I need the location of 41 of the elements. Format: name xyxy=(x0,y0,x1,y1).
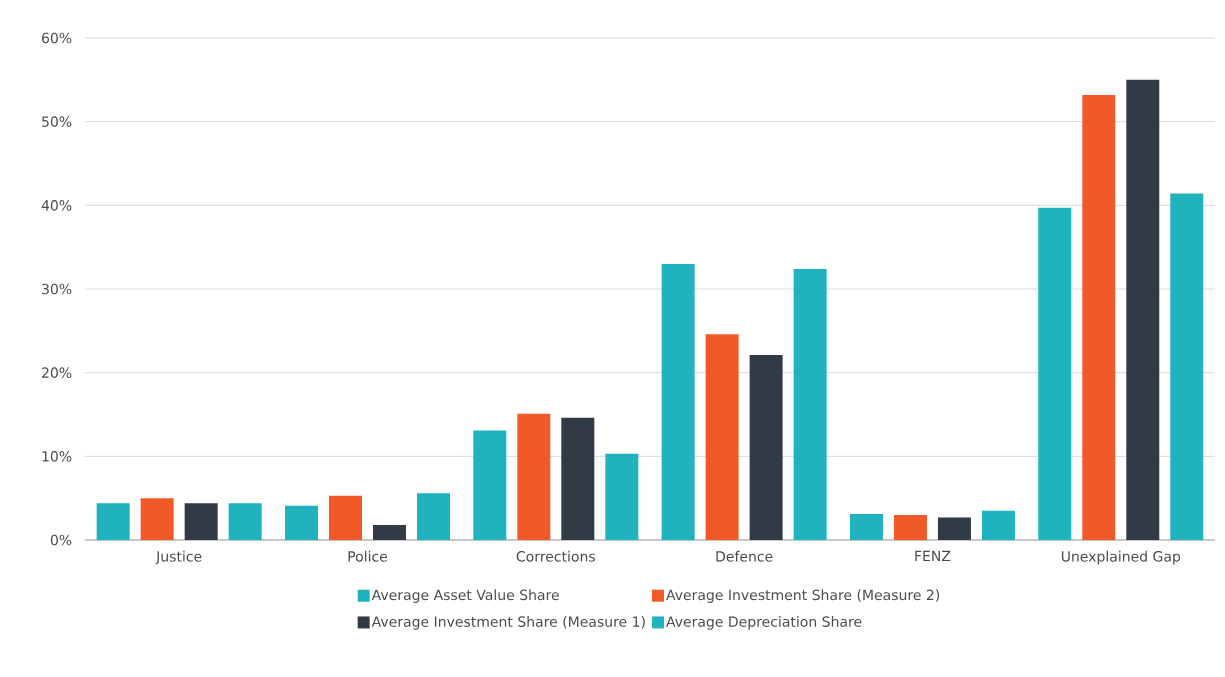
x-tick-label: Unexplained Gap xyxy=(1061,550,1181,565)
bar xyxy=(184,503,218,540)
bar xyxy=(705,334,739,540)
bar xyxy=(372,524,406,540)
bar xyxy=(416,493,450,540)
bar xyxy=(749,355,783,540)
bar xyxy=(284,505,318,540)
bar xyxy=(1082,94,1116,540)
bar xyxy=(140,498,174,540)
x-tick-label: Defence xyxy=(716,550,773,562)
y-tick-label: 30% xyxy=(42,283,72,295)
bar xyxy=(561,417,595,540)
legend-label: Average Investment Share (Measure 2) xyxy=(666,589,940,603)
y-tick-label: 40% xyxy=(41,200,72,211)
x-tick-label: FENZ xyxy=(915,550,951,562)
bar xyxy=(1170,193,1204,540)
bar xyxy=(981,510,1015,540)
bar xyxy=(96,503,130,540)
bar xyxy=(605,453,639,540)
bar xyxy=(1126,79,1160,540)
bar xyxy=(1038,207,1072,540)
legend-label: Average Depreciation Share xyxy=(666,616,862,630)
legend-label: Average Investment Share (Measure 1) xyxy=(371,616,645,630)
x-tick-label: Corrections xyxy=(516,550,595,562)
x-tick-label: Police xyxy=(348,550,388,562)
legend-label: Average Asset Value Share xyxy=(371,589,559,603)
bar xyxy=(328,495,362,540)
bar xyxy=(849,514,883,540)
bar xyxy=(893,514,927,540)
bar xyxy=(517,413,551,540)
bar xyxy=(793,268,827,540)
y-tick-label: 10% xyxy=(42,451,72,462)
bar xyxy=(473,430,507,540)
y-tick-label: 50% xyxy=(42,116,72,127)
bar xyxy=(937,517,971,540)
x-tick-label: Justice xyxy=(155,550,202,565)
y-tick-label: 20% xyxy=(42,367,72,378)
y-tick-label: 0% xyxy=(50,534,72,546)
y-tick-label: 60% xyxy=(42,32,72,44)
bar xyxy=(661,263,695,540)
bar xyxy=(228,503,262,540)
